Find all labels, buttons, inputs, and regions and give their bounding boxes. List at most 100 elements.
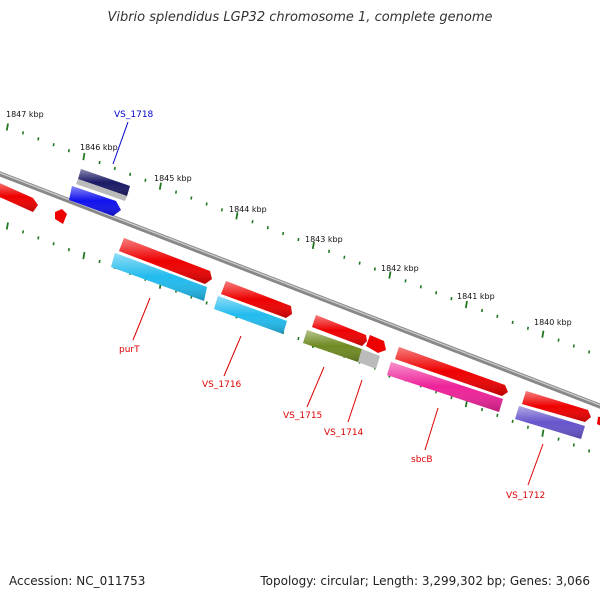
leader-purT — [132, 297, 151, 341]
shade-cds-c — [312, 315, 367, 346]
shade-cds-d — [395, 347, 508, 396]
shade-cds-e — [522, 391, 591, 422]
gene-labels: VS_1718 purT VS_1716 VS_1715 VS_1714 sbc… — [114, 110, 545, 501]
leader-vs1716 — [223, 335, 242, 377]
outer-tick — [557, 338, 560, 342]
outer-tick — [220, 208, 223, 212]
inner-tick — [52, 242, 55, 246]
outer-tick — [52, 143, 55, 147]
inner-tick — [37, 236, 40, 240]
inner-tick — [67, 248, 70, 252]
kbp-label-1847: 1847 kbp — [6, 110, 44, 119]
leader-vs1718 — [112, 121, 129, 165]
gene-label-purT[interactable]: purT — [119, 345, 140, 355]
gene-label-vs1714[interactable]: VS_1714 — [324, 428, 364, 438]
shade-purT — [111, 253, 207, 301]
genome-backbone — [0, 171, 600, 409]
feature-shading — [0, 169, 591, 439]
outer-tick — [98, 160, 101, 165]
cds-feature-small-arrow[interactable] — [55, 209, 67, 224]
inner-tick — [450, 396, 453, 400]
shade-left-edge — [0, 183, 38, 212]
outer-tick — [251, 220, 254, 224]
outer-tick — [282, 231, 285, 236]
accession-text: Accession: NC_011753 — [9, 574, 146, 588]
inner-tick — [496, 413, 499, 418]
cds-feature-c2[interactable] — [366, 335, 386, 353]
inner-tick — [480, 407, 484, 412]
inner-tick — [21, 230, 25, 234]
outer-tick — [450, 297, 453, 301]
inner-tick — [526, 425, 529, 429]
outer-tick — [266, 225, 269, 230]
gene-label-vs1712[interactable]: VS_1712 — [506, 491, 545, 501]
outer-tick — [388, 271, 392, 279]
cds-feature-right-edge[interactable] — [597, 416, 600, 428]
label-leader-lines — [112, 121, 544, 486]
outer-tick — [373, 267, 376, 271]
gene-label-vs1715[interactable]: VS_1715 — [283, 411, 322, 421]
kbp-scale-labels: 1847 kbp 1846 kbp 1845 kbp 1844 kbp 1843… — [6, 110, 572, 327]
shade-sbcB — [387, 362, 503, 412]
inner-tick — [588, 449, 591, 453]
shade-vs1718-navy — [78, 169, 130, 196]
outer-tick — [113, 166, 116, 171]
topology-summary-text: Topology: circular; Length: 3,299,302 bp… — [260, 574, 590, 588]
kbp-label-1841: 1841 kbp — [457, 292, 495, 301]
gene-label-vs1716[interactable]: VS_1716 — [202, 380, 242, 390]
outer-tick — [419, 285, 422, 289]
kbp-label-1844: 1844 kbp — [229, 205, 267, 214]
outer-tick — [526, 326, 529, 330]
shade-vs1716 — [214, 296, 287, 334]
outer-tick — [37, 137, 40, 141]
inner-tick — [98, 259, 101, 264]
outer-tick — [174, 190, 178, 194]
outer-tick — [435, 291, 438, 295]
shade-cds-a — [119, 238, 212, 284]
outer-tick — [588, 350, 591, 354]
inner-tick — [572, 443, 575, 447]
kbp-label-1846: 1846 kbp — [80, 143, 118, 152]
kbp-label-1843: 1843 kbp — [305, 235, 343, 244]
inner-tick — [297, 336, 300, 341]
outer-tick — [67, 149, 70, 153]
kbp-label-1845: 1845 kbp — [154, 174, 192, 183]
leader-vs1712 — [527, 443, 544, 486]
outer-tick-track — [5, 123, 591, 354]
outer-tick — [404, 279, 407, 283]
outer-tick — [158, 182, 162, 190]
outer-tick — [129, 172, 132, 176]
outer-tick — [358, 261, 361, 265]
leader-vs1715 — [306, 366, 325, 408]
shade-vs1718-blue — [69, 186, 121, 216]
leader-vs1714 — [347, 379, 363, 423]
outer-tick — [144, 178, 147, 182]
shade-cds-b — [221, 281, 292, 318]
kbp-label-1842: 1842 kbp — [381, 264, 419, 273]
outer-tick — [541, 330, 545, 338]
outer-tick — [311, 241, 315, 250]
shade-vs1715 — [303, 330, 362, 362]
kbp-label-1840: 1840 kbp — [534, 318, 572, 327]
inner-tick — [511, 419, 514, 423]
inner-tick — [557, 437, 560, 441]
outer-tick — [297, 237, 300, 242]
outer-tick — [343, 255, 346, 259]
gene-label-sbcB[interactable]: sbcB — [411, 455, 433, 465]
inner-tick — [541, 429, 545, 437]
gene-label-vs1718[interactable]: VS_1718 — [114, 110, 154, 120]
outer-tick — [464, 300, 468, 309]
outer-tick — [480, 308, 484, 313]
outer-tick — [496, 314, 499, 319]
outer-tick — [511, 320, 514, 324]
outer-tick — [5, 123, 9, 131]
shade-vs1712 — [515, 406, 585, 439]
outer-tick — [235, 212, 239, 220]
vs1714-feature[interactable] — [358, 349, 380, 369]
leader-sbcB — [424, 407, 439, 451]
outer-tick — [21, 131, 25, 135]
inner-tick — [205, 301, 208, 305]
vs1718-gray-feature[interactable] — [76, 179, 127, 201]
